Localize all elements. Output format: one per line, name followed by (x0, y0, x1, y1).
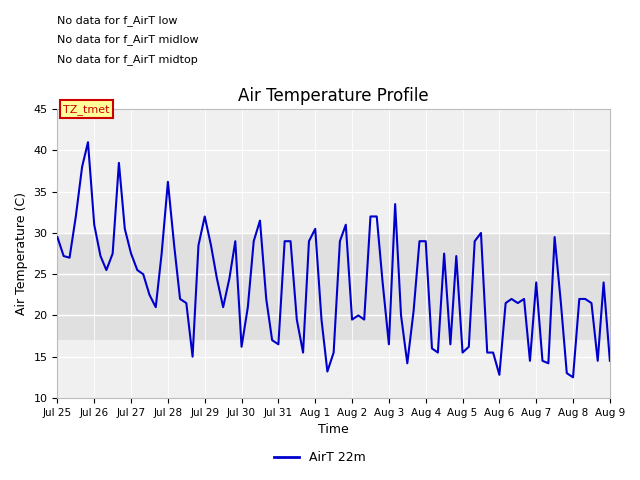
Bar (58, 233, 610, 340)
X-axis label: Time: Time (318, 423, 349, 436)
Text: No data for f_AirT midlow: No data for f_AirT midlow (58, 35, 199, 45)
Y-axis label: Air Temperature (C): Air Temperature (C) (15, 192, 28, 315)
Legend: AirT 22m: AirT 22m (269, 446, 371, 469)
Text: No data for f_AirT midtop: No data for f_AirT midtop (58, 54, 198, 65)
Text: TZ_tmet: TZ_tmet (63, 104, 109, 115)
Title: Air Temperature Profile: Air Temperature Profile (238, 87, 429, 105)
Text: No data for f_AirT low: No data for f_AirT low (58, 15, 178, 26)
